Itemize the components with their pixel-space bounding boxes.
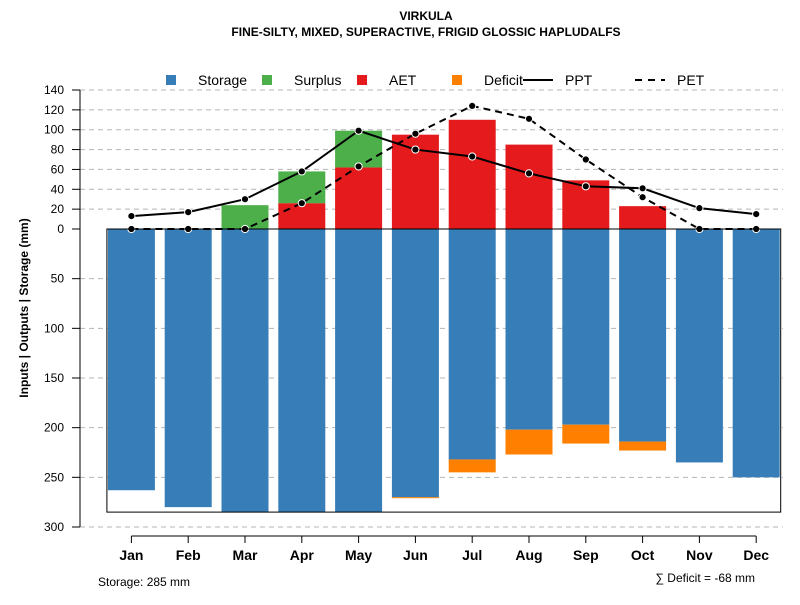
pet-point-aug	[524, 114, 534, 123]
surplus-bar-apr	[278, 171, 326, 204]
aet-bar-may	[335, 167, 383, 229]
ppt-point-apr	[297, 167, 306, 176]
pet-line	[131, 104, 757, 230]
x-tick-label-jan: Jan	[119, 547, 143, 563]
legend-label-surplus: Surplus	[294, 72, 341, 88]
storage-bar-jun	[391, 229, 439, 498]
deficit-bar-sep	[562, 424, 610, 444]
y-tick-label: 40	[51, 182, 65, 196]
y-tick-label: 300	[44, 520, 64, 534]
x-tick-label-dec: Dec	[743, 547, 769, 563]
pet-point-sep	[581, 155, 590, 164]
ppt-point-aug	[524, 169, 534, 178]
x-tick-label-feb: Feb	[176, 547, 201, 563]
pet-point-jul	[468, 101, 477, 110]
ppt-point-jul	[468, 152, 477, 161]
y-tick-label: 60	[51, 162, 65, 176]
y-tick-label: 20	[51, 202, 65, 216]
storage-bar-dec	[732, 229, 780, 478]
ppt-point-dec	[752, 210, 761, 219]
deficit-bar-oct	[619, 441, 667, 451]
y-tick-label: 0	[57, 222, 64, 236]
x-tick-label-nov: Nov	[686, 547, 713, 563]
x-tick-label-jul: Jul	[462, 547, 482, 563]
y-tick-label: 150	[44, 371, 64, 385]
ppt-point-nov	[695, 204, 704, 213]
storage-bar-may	[335, 229, 383, 513]
x-tick-label-mar: Mar	[233, 547, 258, 563]
storage-bar-jul	[448, 229, 496, 460]
x-tick-label-may: May	[345, 547, 372, 563]
storage-bar-aug	[505, 229, 553, 430]
x-tick-label-apr: Apr	[290, 547, 315, 563]
ppt-point-mar	[240, 195, 250, 204]
ppt-point-may	[354, 126, 363, 135]
y-tick-label: 50	[51, 272, 65, 286]
aet-bar-apr	[278, 203, 326, 229]
x-tick-label-sep: Sep	[573, 547, 599, 563]
pet-point-jun	[411, 129, 420, 138]
chart-title: VIRKULA	[399, 9, 453, 23]
y-tick-label: 140	[44, 83, 64, 97]
storage-bar-mar	[221, 229, 269, 513]
y-tick-label: 80	[51, 143, 65, 157]
legend-label-pet: PET	[677, 72, 705, 88]
x-tick-label-aug: Aug	[515, 547, 542, 563]
x-tick-label-oct: Oct	[631, 547, 655, 563]
ppt-point-jan	[127, 211, 136, 221]
legend-swatch-deficit	[452, 75, 462, 85]
legend-label-storage: Storage	[198, 72, 247, 88]
ppt-point-oct	[638, 184, 647, 193]
pet-point-may	[354, 162, 363, 171]
aet-bar-oct	[619, 206, 667, 229]
storage-bar-apr	[278, 229, 326, 513]
legend-label-deficit: Deficit	[484, 72, 523, 88]
y-tick-label: 100	[44, 321, 64, 335]
storage-capacity-note: Storage: 285 mm	[98, 575, 190, 589]
aet-bar-jul	[448, 119, 496, 229]
ppt-line	[131, 129, 757, 218]
legend-swatch-storage	[166, 75, 176, 85]
chart-subtitle: FINE-SILTY, MIXED, SUPERACTIVE, FRIGID G…	[231, 25, 620, 39]
deficit-total-note: ∑ Deficit = -68 mm	[655, 571, 755, 585]
series-lines	[127, 101, 761, 234]
storage-bar-jan	[107, 229, 155, 491]
ppt-point-feb	[184, 208, 193, 217]
legend: Storage Surplus AET Deficit PPT PET	[166, 72, 705, 88]
pet-point-apr	[297, 199, 306, 208]
deficit-bar-jul	[448, 459, 496, 473]
ppt-point-sep	[581, 182, 590, 191]
legend-label-aet: AET	[389, 72, 417, 88]
x-tick-label-jun: Jun	[403, 547, 428, 563]
aet-bar-aug	[505, 144, 553, 229]
storage-bar-sep	[562, 229, 610, 425]
legend-swatch-aet	[357, 75, 367, 85]
legend-label-ppt: PPT	[565, 72, 593, 88]
y-tick-label: 200	[44, 421, 64, 435]
deficit-bar-aug	[505, 429, 553, 455]
storage-bar-oct	[619, 229, 667, 442]
y-tick-label: 250	[44, 470, 64, 484]
ppt-point-jun	[411, 145, 420, 154]
deficit-bar-jun	[391, 497, 439, 499]
y-tick-label: 100	[44, 123, 64, 137]
storage-bar-nov	[675, 229, 723, 463]
bars	[107, 119, 780, 513]
pet-point-oct	[638, 193, 647, 202]
legend-swatch-surplus	[262, 75, 272, 85]
storage-bar-feb	[164, 229, 212, 508]
y-axis-label: Inputs | Outputs | Storage (mm)	[17, 218, 31, 397]
y-tick-label: 120	[44, 103, 64, 117]
axes: 0 20 40 60 80 100 120 140 50 100 150 200 250 300 Jan Fe…	[44, 83, 782, 563]
